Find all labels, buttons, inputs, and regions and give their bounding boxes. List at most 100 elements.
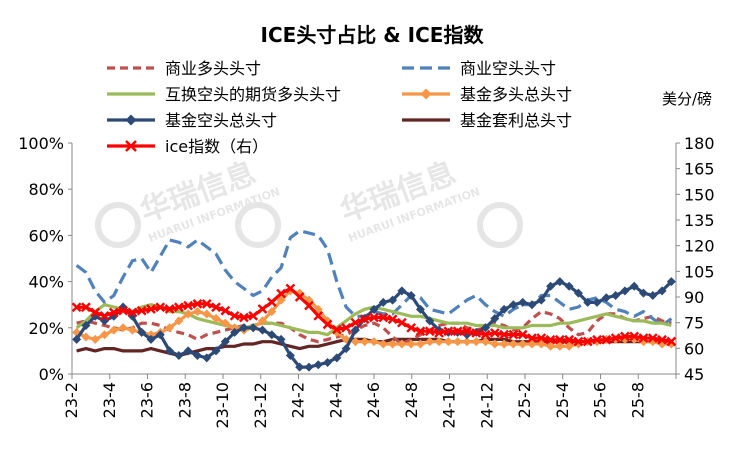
legend-item: 商业多头头寸 [107,59,261,78]
x-tick-label: 23-2 [62,382,81,418]
right-tick-label: 150 [684,185,715,204]
data-point [638,288,648,298]
x-tick-label: 25-2 [515,382,534,418]
data-point [555,277,565,287]
data-point [499,304,509,314]
data-point [155,330,165,340]
data-point [359,314,370,325]
data-point [71,302,82,313]
data-point [276,288,286,299]
data-point [527,300,537,310]
x-tick-label: 24-4 [326,382,345,418]
data-point [601,334,612,345]
x-tick-label: 24-6 [364,382,383,418]
data-point [266,297,277,307]
data-point [462,337,472,347]
data-point [146,334,156,344]
left-tick-label: 80% [28,180,64,199]
data-point [499,339,509,349]
data-point [564,281,574,291]
legend-item: 基金多头总头寸 [402,85,572,104]
data-point [322,319,333,330]
data-point [611,290,621,300]
data-point [573,336,584,347]
legend-item: ice指数（右） [107,137,268,156]
data-point [220,337,230,347]
data-point [294,292,305,302]
right-tick-label: 90 [684,288,704,307]
left-tick-label: 60% [28,226,64,245]
left-tick-label: 40% [28,273,64,292]
data-point [471,328,482,338]
data-point [443,326,454,337]
data-point [267,330,277,340]
x-tick-label: 25-4 [553,382,572,418]
data-point [592,297,602,307]
data-point [620,286,630,296]
data-point [397,286,407,296]
data-point [257,316,267,326]
data-point [638,333,649,343]
data-point [109,325,119,335]
legend-item: 商业空头头寸 [402,59,556,78]
data-point [415,304,425,314]
data-point [489,328,500,338]
data-point [81,332,91,342]
data-point [629,331,640,342]
data-point [304,300,314,311]
data-point [397,339,407,349]
data-point [183,300,194,311]
data-point [155,302,166,313]
data-point [127,307,138,318]
legend-label: 商业空头头寸 [460,59,556,78]
data-point [257,325,267,335]
data-point [248,310,259,321]
data-point [202,309,212,319]
data-point [201,298,212,309]
legend-item: 基金套利总头寸 [402,111,572,130]
data-point [136,305,147,316]
x-tick-label: 24-8 [402,382,421,418]
data-point [369,312,379,323]
legend-item: 基金空头总头寸 [107,111,277,130]
data-point [499,329,509,340]
data-point [183,309,193,319]
data-point [248,323,258,333]
right-tick-label: 75 [684,314,704,333]
data-point [527,333,537,343]
data-point [369,304,379,314]
series-0 [76,310,672,346]
legend-swatch-marker [420,88,432,100]
data-point [434,328,444,338]
data-point [657,334,667,345]
data-point [555,341,565,351]
legend-label: 基金空头总头寸 [165,111,277,130]
data-point [582,336,593,347]
series-line [75,229,673,328]
data-point [453,337,463,347]
right-tick-label: 60 [684,339,704,358]
right-tick-label: 135 [684,211,715,230]
data-point [341,344,351,354]
data-point [360,337,370,347]
data-point [211,346,221,356]
data-point [601,293,611,303]
data-point [518,339,528,349]
data-point [146,304,156,314]
left-tick-label: 20% [28,319,64,338]
data-point [610,333,621,343]
data-point [564,334,574,345]
data-point [100,330,110,340]
data-point [174,316,184,326]
right-tick-label: 165 [684,160,715,179]
data-point [425,337,435,347]
data-point [267,307,277,317]
data-point [137,327,147,337]
data-point [629,281,639,291]
data-point [508,339,518,349]
series-layer [71,229,677,372]
data-point [90,334,100,344]
data-point [666,277,676,287]
